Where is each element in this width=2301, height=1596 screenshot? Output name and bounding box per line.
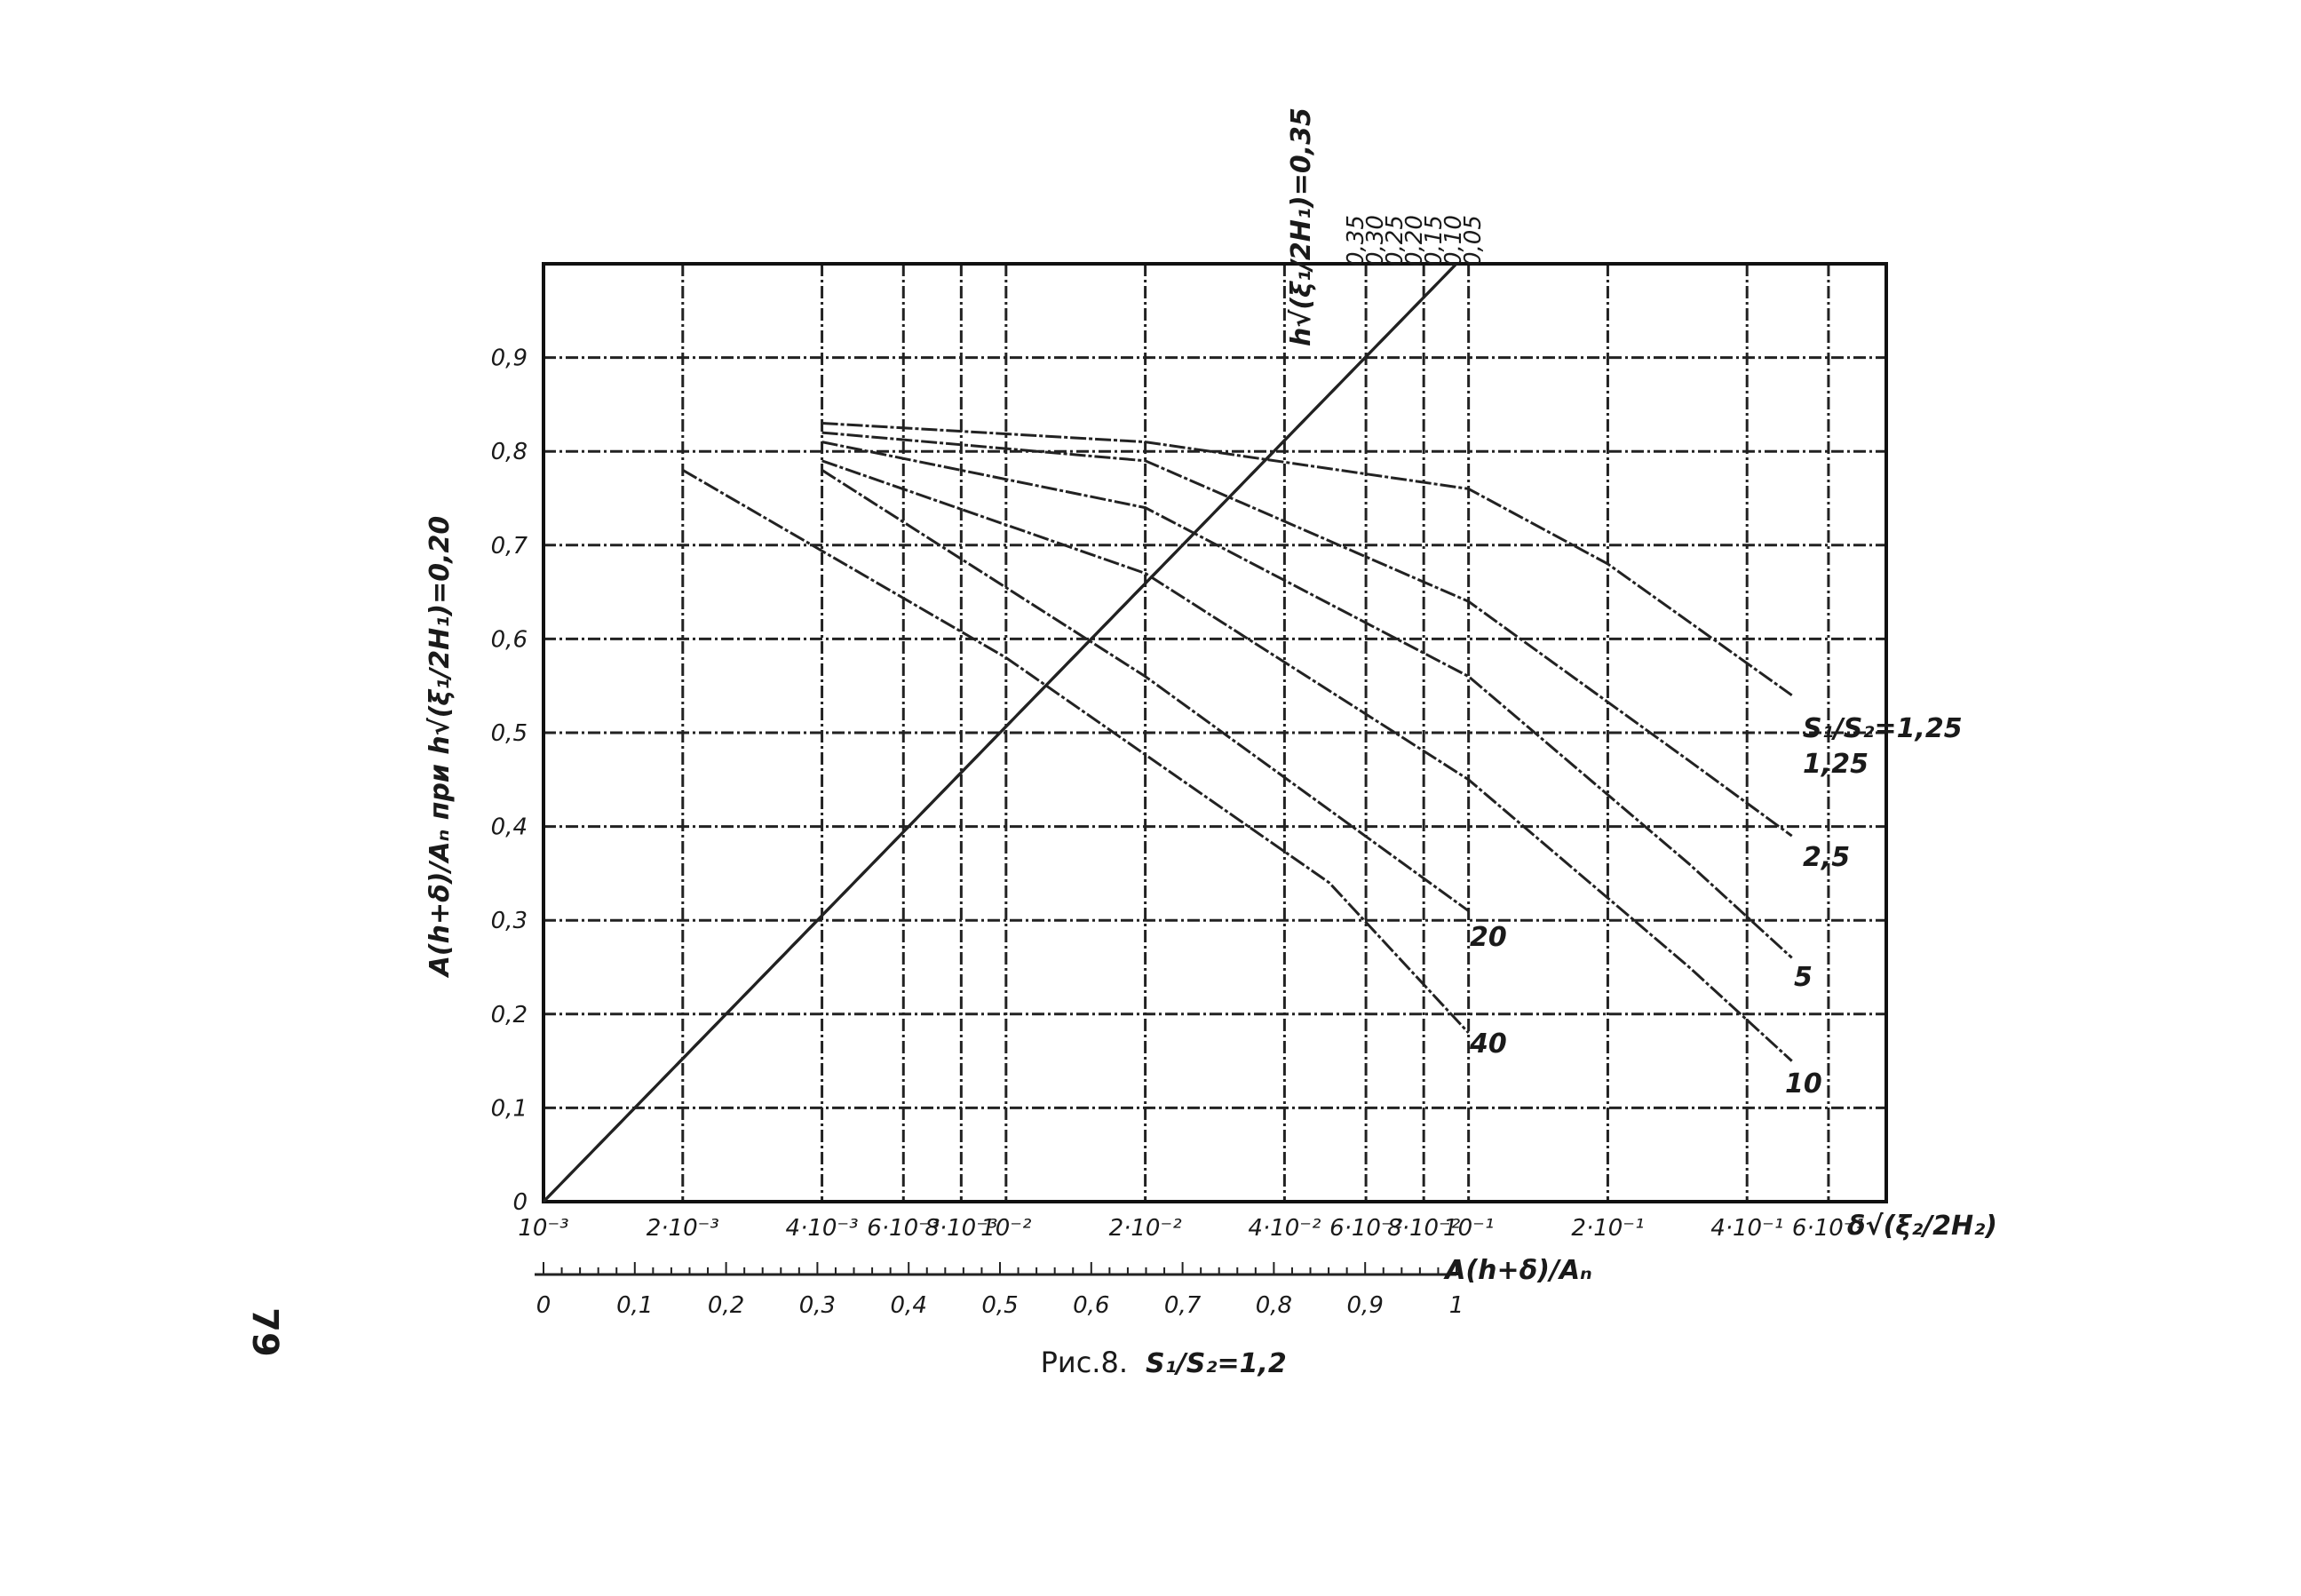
y-tick-label: 0,7 [491, 533, 528, 560]
curve-label: 2,5 [1803, 842, 1850, 873]
x-log-tick-label: 4·10⁻³ [786, 1215, 859, 1242]
curve-family [682, 422, 1793, 1062]
series-labels: 0,350,300,250,200,150,100,05 1,25 2,5 5 10 20… [1343, 215, 1869, 1100]
x-log-tick-label: 10⁻² [980, 1215, 1031, 1242]
ray-line [542, 262, 1458, 1203]
x-lin-tick-label: 0,3 [799, 1292, 836, 1319]
curve-line [821, 431, 1793, 838]
ray-label: 0,35 [1343, 215, 1369, 266]
ray-label: 0,20 [1401, 215, 1428, 266]
curve-label: 40 [1469, 1028, 1507, 1060]
y-tick-label: 0,6 [491, 626, 528, 653]
x-log-tick-label: 2·10⁻¹ [1571, 1215, 1644, 1242]
x-log-tick-label: 10⁻³ [518, 1215, 568, 1242]
x-lin-tick-label: 0,5 [981, 1292, 1018, 1319]
x-axis-top-label: δ√(ξ₂/2H₂) [1847, 1211, 1997, 1242]
curve-line [821, 469, 1470, 912]
curve-label: 10 [1785, 1068, 1822, 1100]
curve-line [821, 441, 1793, 959]
y-tick-label: 0,4 [491, 814, 528, 841]
ray-label: 0,25 [1382, 215, 1408, 266]
x-lin-tick-label: 0,7 [1164, 1292, 1202, 1319]
y-tick-label: 0,1 [491, 1095, 528, 1122]
x-lin-tick-label: 1 [1449, 1292, 1464, 1319]
caption-param: S₁/S₂=1,2 [1146, 1348, 1287, 1379]
y-tick-label: 0,5 [491, 720, 528, 747]
x-log-tick-label: 2·10⁻² [1109, 1215, 1182, 1242]
x-lin-tick-label: 0,9 [1347, 1292, 1384, 1319]
curve-line [821, 459, 1793, 1062]
x-lin-tick-label: 0,8 [1256, 1292, 1292, 1319]
ray-label: 0,05 [1460, 215, 1487, 266]
x-lin-tick-label: 0,2 [708, 1292, 744, 1319]
x-lin-tick-label: 0 [536, 1292, 551, 1319]
x-log-tick-label: 6·10⁻² [1329, 1215, 1402, 1242]
ray-label: 0,10 [1440, 215, 1467, 266]
curve-family-title: S₁/S₂=1,25 [1803, 713, 1963, 744]
x-lin-tick-label: 0,6 [1073, 1292, 1109, 1319]
x-lin-tick-label: 0,1 [616, 1292, 653, 1319]
curve-label: 20 [1470, 922, 1507, 953]
x-axis-bottom-label: A(h+δ)/Aₙ [1443, 1255, 1592, 1286]
x-log-tick-label: 4·10⁻² [1248, 1215, 1321, 1242]
curve-line [821, 422, 1793, 697]
x-log-tick-label: 4·10⁻¹ [1710, 1215, 1783, 1242]
y-tick-label: 0,3 [491, 908, 528, 934]
ray-family-title: h√(ξ₁/2H₁)=0,35 [1286, 107, 1317, 346]
x-lin-tick-label: 0,4 [891, 1292, 927, 1319]
x-log-tick-label: 10⁻¹ [1443, 1215, 1494, 1242]
x-log-tick-label: 6·10⁻¹ [1792, 1215, 1865, 1242]
ray-label: 0,30 [1362, 215, 1389, 266]
y-tick-label: 0 [512, 1189, 528, 1216]
curve-label: 1,25 [1803, 749, 1869, 780]
x-log-tick-label: 8·10⁻³ [924, 1215, 997, 1242]
y-tick-label: 0,2 [491, 1002, 528, 1028]
y-tick-labels: 0 0,1 0,2 0,3 0,4 0,5 0,6 0,7 0,8 0,9 [491, 345, 528, 1216]
x-log-tick-label: 6·10⁻³ [867, 1215, 940, 1242]
plot-frame [542, 262, 1888, 1203]
page-number: 79 [244, 1307, 285, 1357]
ray-family [542, 262, 1458, 1203]
y-tick-label: 0,9 [491, 345, 528, 372]
x-log-tick-labels: 10⁻³ 2·10⁻³ 4·10⁻³ 6·10⁻³8·10⁻³10⁻² 2·10⁻² 4·… [518, 1215, 1865, 1242]
x-lin-tick-labels: 0 0,1 0,2 0,3 0,4 0,5 0,6 0,7 0,8 0,9 1 [535, 1262, 1464, 1319]
y-axis-label: A(h+δ)/Aₙ при h√(ξ₁/2H₁)=0,20 [424, 516, 456, 979]
grid-layer [542, 264, 1886, 1203]
curve-line [682, 469, 1470, 1034]
ray-label: 0,15 [1421, 215, 1448, 266]
x-log-tick-label: 8·10⁻² [1387, 1215, 1460, 1242]
y-tick-label: 0,8 [491, 439, 528, 465]
curve-label: 5 [1794, 962, 1813, 993]
x-log-tick-label: 2·10⁻³ [647, 1215, 719, 1242]
figure-caption: Рис.8. [1041, 1346, 1128, 1379]
